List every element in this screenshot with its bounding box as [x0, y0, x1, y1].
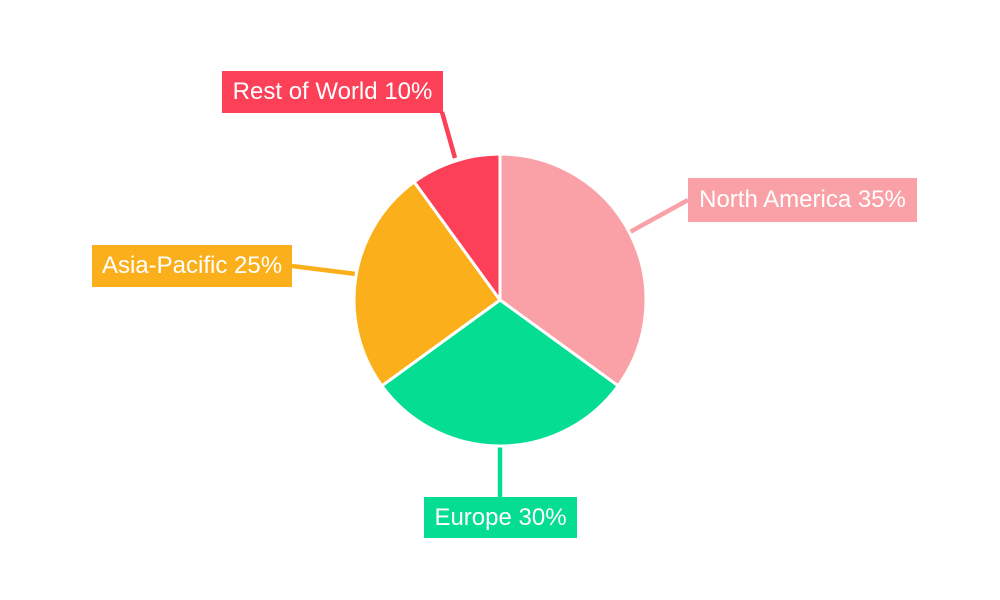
label-rest-of-world: Rest of World 10% [222, 71, 443, 113]
pie-slice-europe[interactable] [380, 298, 620, 448]
pie-slice-asia-pacific[interactable] [352, 180, 502, 388]
pie-slice-rest-of-world[interactable] [412, 152, 502, 302]
leader-line-rest-of-world [439, 111, 458, 159]
label-asia-pacific: Asia-Pacific 25% [92, 245, 292, 287]
leader-line-asia-pacific [291, 263, 357, 277]
label-europe: Europe 30% [424, 497, 577, 538]
leader-line-north-america [628, 198, 690, 234]
label-north-america: North America 35% [688, 178, 917, 222]
pie-slice-north-america[interactable] [498, 152, 648, 388]
